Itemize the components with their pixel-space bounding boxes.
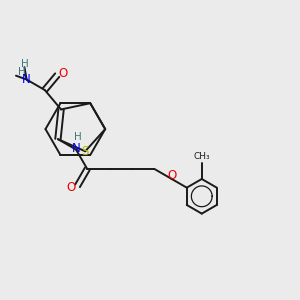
Text: O: O xyxy=(167,169,176,182)
Text: H: H xyxy=(21,59,28,69)
Text: H: H xyxy=(18,67,26,77)
Text: O: O xyxy=(66,181,76,194)
Text: O: O xyxy=(58,67,67,80)
Text: N: N xyxy=(72,142,80,154)
Text: H: H xyxy=(74,132,82,142)
Text: S: S xyxy=(82,145,89,158)
Text: N: N xyxy=(22,73,31,86)
Text: CH₃: CH₃ xyxy=(194,152,210,161)
